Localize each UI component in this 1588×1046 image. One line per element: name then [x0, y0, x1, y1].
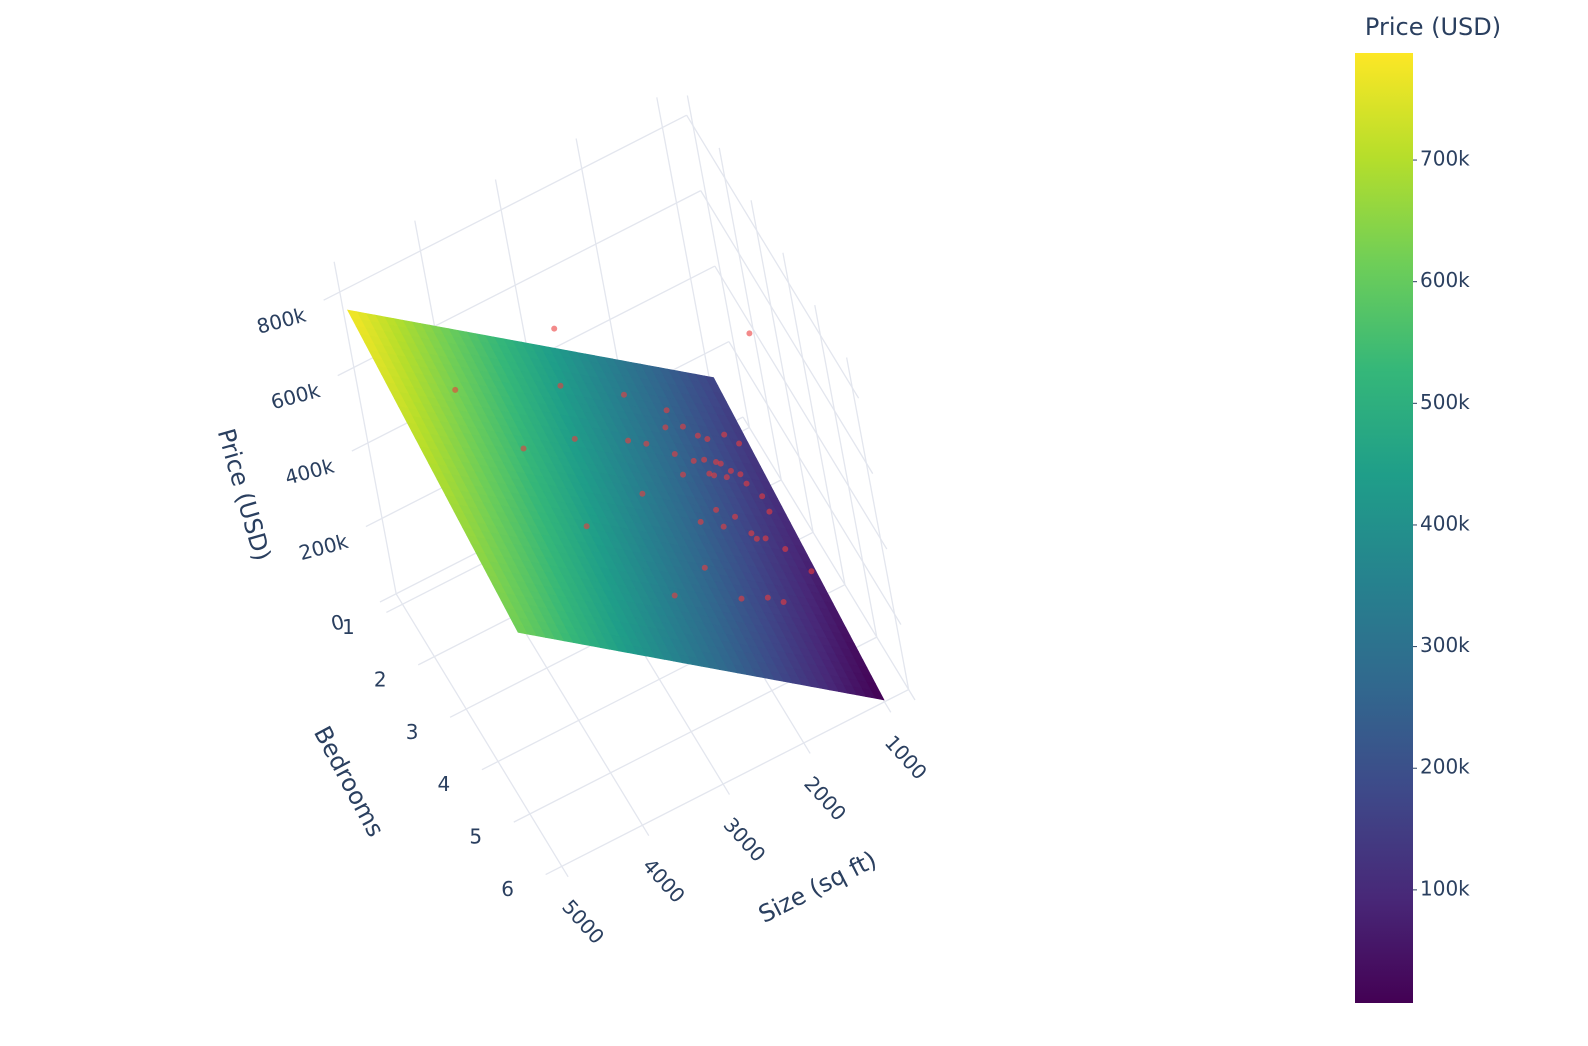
colorbar-tick-label: 300k	[1420, 633, 1470, 657]
scatter-point	[620, 391, 627, 398]
colorbar-title: Price (USD)	[1365, 13, 1501, 41]
grid-line	[395, 593, 569, 878]
x-tick-label: 4000	[638, 854, 690, 908]
grid-line	[323, 114, 687, 301]
y-tick-label: 4	[438, 772, 451, 796]
x-tick-label: 5000	[557, 895, 609, 949]
scatter-point	[762, 535, 769, 542]
grid-line	[545, 688, 909, 876]
colorbar-tick-label: 200k	[1420, 755, 1470, 779]
grid-line	[750, 200, 814, 533]
grid-line	[845, 357, 910, 690]
scatter-point	[780, 598, 787, 605]
grid-line	[718, 147, 782, 481]
scatter-point	[782, 546, 789, 553]
scatter-point	[737, 471, 744, 478]
scatter-point	[721, 431, 728, 438]
scatter-point	[748, 530, 755, 537]
z-tick-label: 800k	[254, 303, 309, 339]
scatter-point	[520, 445, 527, 452]
scatter-point	[452, 386, 459, 393]
colorbar-tick-label: 100k	[1420, 876, 1470, 900]
scatter-point	[764, 594, 771, 601]
scatter-point	[679, 423, 686, 430]
z-tick-label: 0	[328, 609, 347, 635]
scatter-point	[583, 523, 590, 530]
scatter-point	[697, 518, 704, 525]
scatter-point	[557, 382, 564, 389]
scatter-point	[808, 568, 815, 575]
grid-line	[686, 95, 751, 428]
scatter-point	[766, 508, 773, 515]
grid-line	[782, 252, 846, 585]
colorbar-tick-label: 500k	[1420, 390, 1470, 414]
y-tick-label: 1	[342, 615, 355, 639]
scatter-point	[723, 474, 730, 481]
x-tick-label: 2000	[799, 771, 851, 825]
colorbar-tick-label: 700k	[1420, 147, 1470, 171]
y-tick-label: 2	[374, 667, 387, 691]
x-tick-label: 1000	[880, 730, 932, 784]
scatter-point	[743, 480, 750, 487]
scatter-point	[711, 472, 718, 479]
scatter-point	[753, 535, 760, 542]
scatter-point	[738, 595, 745, 602]
scatter-point	[701, 564, 708, 571]
scatter-point	[736, 440, 743, 447]
z-tick-label: 200k	[296, 529, 351, 565]
scatter-point	[713, 506, 720, 513]
z-tick-label: 400k	[282, 454, 337, 490]
scatter-point	[704, 436, 711, 443]
grid-line	[700, 190, 874, 474]
y-tick-label: 5	[469, 825, 482, 849]
x-axis-title: Size (sq ft)	[754, 845, 881, 928]
y-tick-label: 6	[501, 877, 514, 901]
z-tick-label: 600k	[268, 378, 323, 414]
scatter-point	[727, 467, 734, 474]
scatter-point	[717, 460, 724, 467]
surface	[346, 309, 885, 701]
scatter-point	[713, 458, 720, 465]
colorbar-tick-label: 400k	[1420, 511, 1470, 535]
scatter-point	[706, 470, 713, 477]
y-axis-title: Bedrooms	[308, 722, 390, 842]
scatter-point	[551, 325, 558, 332]
scatter-point	[732, 513, 739, 520]
surface-patch	[513, 623, 528, 635]
scatter-point	[701, 456, 708, 463]
grid-line	[742, 416, 916, 701]
scatter-point	[694, 432, 701, 439]
scatter-point	[759, 493, 766, 500]
x-tick-label: 3000	[719, 813, 771, 867]
scatter-point	[662, 424, 669, 431]
grid-line	[333, 261, 397, 594]
scatter-point	[571, 435, 578, 442]
z-axis-title: Price (USD)	[212, 425, 276, 564]
colorbar-tick-label: 600k	[1420, 268, 1470, 292]
colorbar	[1355, 53, 1413, 1003]
scatter-point	[680, 471, 687, 478]
scatter-point	[625, 437, 632, 444]
scatter-point	[663, 407, 670, 414]
scatter-point	[643, 440, 650, 447]
scatter-point	[690, 457, 697, 464]
scatter	[452, 325, 815, 605]
y-tick-label: 3	[406, 720, 419, 744]
scatter-point	[671, 451, 678, 458]
scatter-point	[746, 330, 753, 337]
grid-line	[728, 341, 902, 625]
grid-line	[686, 114, 860, 399]
scatter-point	[671, 592, 678, 599]
grid-line	[814, 304, 878, 638]
grid-line	[656, 97, 720, 430]
scatter-point	[639, 490, 646, 497]
scatter-point	[720, 523, 727, 530]
grid-line	[714, 265, 888, 550]
